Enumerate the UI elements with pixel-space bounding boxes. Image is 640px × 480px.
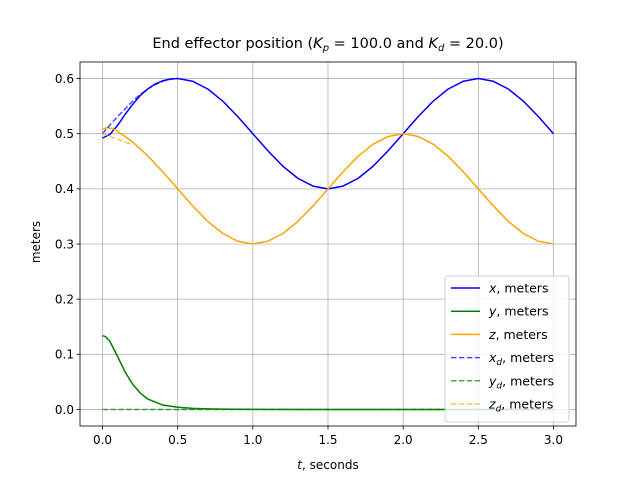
legend-label-x: x, meters — [488, 281, 548, 296]
title-kp-symbol: K — [313, 36, 324, 52]
legend-symbol: x — [488, 281, 497, 296]
series-line-x — [102, 77, 555, 190]
y-tick-label: 0.5 — [55, 127, 74, 141]
title-kd-value: = 20.0) — [444, 36, 503, 52]
x-tick-label: 2.5 — [469, 433, 488, 447]
chart-title: End effector position (Kp = 100.0 and Kd… — [152, 36, 503, 54]
legend-symbol: y — [488, 304, 497, 319]
y-tick-label: 0.6 — [55, 72, 74, 86]
x-axis-label: t, seconds — [297, 458, 358, 472]
legend-label-xd: xd, meters — [488, 350, 554, 368]
y-tick-label: 0.3 — [55, 237, 74, 251]
series-line-xd — [101, 77, 178, 135]
legend-label-zd: zd, meters — [488, 397, 553, 415]
series-line-z — [102, 126, 554, 245]
y-tick-label: 0.1 — [55, 348, 74, 362]
title-prefix: End effector position ( — [152, 36, 313, 52]
y-axis-label: meters — [29, 221, 43, 263]
y-tick-label: 0.4 — [55, 182, 74, 196]
legend-label-z: z, meters — [488, 327, 548, 342]
x-axis-label-text: , seconds — [302, 458, 359, 472]
legend-unit: , meters — [496, 327, 548, 342]
x-tick-label: 0.5 — [168, 433, 187, 447]
legend-symbol: z — [488, 397, 496, 412]
x-tick-label: 0.0 — [93, 433, 112, 447]
legend-box — [444, 275, 570, 423]
title-kd-symbol: K — [428, 36, 439, 52]
x-axis-label-symbol: t — [297, 458, 303, 472]
legend-label-y: y, meters — [488, 304, 548, 319]
legend-subscript: d — [496, 405, 502, 415]
x-tick-label: 3.0 — [544, 433, 563, 447]
series-lines — [101, 77, 555, 411]
legend-unit: , meters — [496, 304, 548, 319]
legend-unit: , meters — [496, 281, 548, 296]
series-line-zd — [102, 132, 133, 146]
legend-symbol: z — [488, 327, 496, 342]
title-kd-subscript: d — [438, 43, 445, 54]
title-kp-subscript: p — [322, 43, 329, 54]
title-kp-value: = 100.0 and — [329, 36, 428, 52]
y-tick-label: 0.0 — [55, 403, 74, 417]
legend-label-yd: yd, meters — [488, 373, 554, 391]
legend-unit: , meters — [502, 373, 554, 388]
axis-ticks: 0.0 0.5 1.0 1.5 2.0 2.5 3.0 0.0 0.1 0.2 0.3 0.4 0.5 0… — [55, 72, 563, 447]
x-tick-label: 2.0 — [394, 433, 413, 447]
legend-unit: , meters — [501, 397, 553, 412]
x-tick-label: 1.5 — [318, 433, 337, 447]
x-tick-label: 1.0 — [243, 433, 262, 447]
legend-subscript: d — [496, 381, 502, 391]
legend-unit: , meters — [502, 350, 554, 365]
y-tick-label: 0.2 — [55, 292, 74, 306]
legend-symbol: x — [488, 350, 497, 365]
legend-subscript: d — [496, 358, 502, 368]
legend-symbol: y — [488, 373, 497, 388]
